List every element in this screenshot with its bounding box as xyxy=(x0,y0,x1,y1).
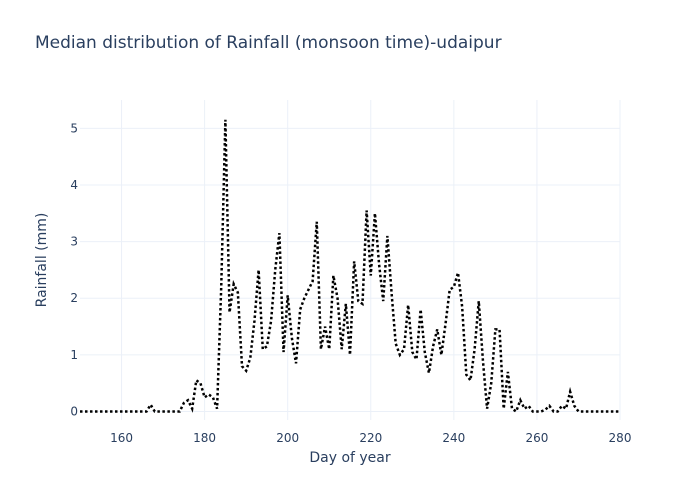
y-tick-label: 0 xyxy=(70,405,78,419)
chart-title: Median distribution of Rainfall (monsoon… xyxy=(35,33,502,53)
x-tick-label: 260 xyxy=(525,431,548,445)
x-tick-label: 160 xyxy=(110,431,133,445)
x-axis-title: Day of year xyxy=(309,450,391,466)
x-tick-label: 240 xyxy=(442,431,465,445)
x-tick-label: 180 xyxy=(193,431,216,445)
y-tick-label: 4 xyxy=(70,178,78,192)
x-tick-label: 280 xyxy=(609,431,632,445)
y-tick-label: 1 xyxy=(70,348,78,362)
y-tick-label: 2 xyxy=(70,291,78,305)
y-tick-label: 3 xyxy=(70,235,78,249)
x-tick-label: 200 xyxy=(276,431,299,445)
series-line-0 xyxy=(80,120,620,412)
y-tick-label: 5 xyxy=(70,121,78,135)
x-tick-label: 220 xyxy=(359,431,382,445)
y-axis-title: Rainfall (mm) xyxy=(34,213,50,308)
